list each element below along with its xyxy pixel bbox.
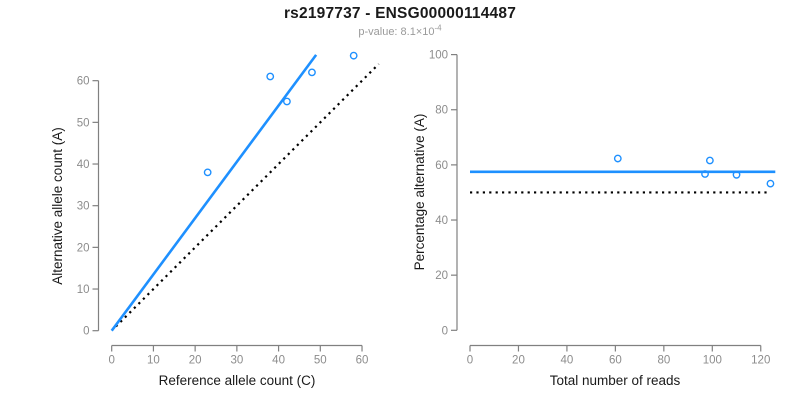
x-tick-label: 0 [108,355,114,367]
x-tick-label: 60 [609,355,622,367]
figure-subtitle: p-value: 8.1×10-4 [0,23,800,38]
x-tick-label: 80 [657,355,670,367]
x-axis-title: Total number of reads [550,373,681,388]
y-tick-label: 40 [77,159,90,171]
y-tick-label: 0 [83,326,89,338]
data-point [266,72,275,81]
y-tick-label: 20 [77,242,90,254]
y-axis-title: Alternative allele count (A) [50,127,65,285]
data-point [705,156,714,165]
identity-line [115,63,380,328]
y-tick-label: 50 [77,117,90,129]
x-tick-label: 50 [314,355,327,367]
x-tick-label: 20 [189,355,202,367]
y-tick-label: 20 [435,270,448,282]
pvalue-exponent: -4 [434,23,442,33]
data-point [308,68,316,77]
figure-title: rs2197737 - ENSG00000114487 [283,5,517,22]
y-tick-label: 100 [429,50,448,62]
fit-line [110,54,318,332]
data-point [349,51,358,60]
x-tick-label: 100 [703,355,722,367]
y-tick-label: 0 [442,325,448,337]
x-tick-label: 0 [467,355,473,367]
x-tick-label: 30 [230,355,243,367]
x-tick-label: 20 [512,355,525,367]
y-tick-label: 10 [77,284,90,296]
x-tick-label: 120 [751,355,770,367]
y-tick-label: 80 [435,105,448,117]
data-point [203,168,212,177]
y-axis-title: Percentage alternative (A) [412,114,427,271]
x-tick-label: 60 [356,355,369,367]
x-tick-label: 40 [561,355,574,367]
data-point [766,179,775,188]
y-tick-label: 60 [435,160,448,172]
y-tick-label: 40 [435,215,448,227]
x-axis-title: Reference allele count (C) [159,373,316,388]
x-tick-label: 10 [147,355,160,367]
data-point [283,97,291,106]
y-tick-label: 60 [77,76,90,88]
x-tick-label: 40 [272,355,285,367]
y-tick-label: 30 [77,201,90,213]
pvalue-text: p-value: 8.1×10 [358,26,435,38]
data-point [613,154,622,163]
